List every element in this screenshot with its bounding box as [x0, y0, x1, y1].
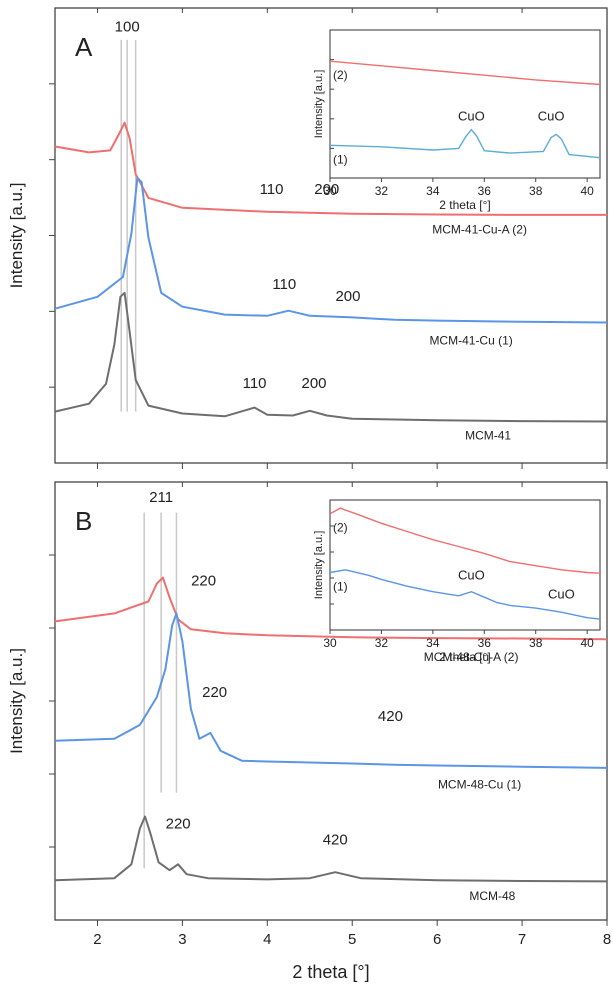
x-tick-label: 4	[263, 931, 271, 948]
inset-frame	[329, 499, 601, 631]
panel-letter: B	[75, 506, 92, 536]
x-axis-label: 2 theta [°]	[292, 962, 369, 982]
inset-x-tick-label: 38	[529, 184, 543, 198]
inset-x-tick-label: 36	[478, 636, 492, 650]
peak-label: 220	[191, 573, 216, 590]
peak-label: 110	[243, 375, 267, 392]
series-label: MCM-48	[469, 889, 515, 903]
peak-label: 110	[260, 181, 284, 198]
inset-x-axis-label: 2 theta [°]	[439, 198, 491, 212]
peak-label: 200	[335, 288, 360, 305]
peak-label: 200	[314, 181, 339, 198]
inset-peak-label: CuO	[538, 108, 565, 123]
inset-series-label: (2)	[333, 521, 348, 535]
x-tick-label: 6	[433, 931, 441, 948]
inset-x-tick-label: 32	[375, 636, 389, 650]
series-label: MCM-41-Cu-A (2)	[432, 223, 527, 237]
inset-x-tick-label: 34	[426, 184, 440, 198]
inset-series-label: (2)	[333, 68, 348, 82]
series-line	[54, 815, 608, 883]
inset-series-line	[329, 128, 601, 159]
inset-frame	[329, 29, 601, 179]
x-tick-label: 3	[178, 931, 186, 948]
inset-series-line	[329, 569, 601, 620]
inset-x-tick-label: 32	[375, 184, 389, 198]
inset-peak-label: CuO	[548, 587, 575, 602]
inset-series-label: (1)	[333, 580, 348, 594]
peak-label: 110	[272, 276, 296, 293]
series-line	[54, 177, 608, 324]
peak-label: 211	[149, 489, 173, 506]
series-line	[54, 612, 608, 769]
inset-peak-label: CuO	[458, 567, 485, 582]
inset-x-tick-label: 40	[580, 636, 594, 650]
inset-x-tick-label: 30	[323, 184, 337, 198]
x-tick-label: 2	[93, 931, 101, 948]
y-axis-label: Intensity [a.u.]	[7, 648, 26, 754]
panel-letter: A	[75, 32, 93, 62]
inset-x-axis-label: 2 theta [°]	[439, 650, 491, 664]
peak-label: 220	[166, 815, 191, 832]
peak-label: 200	[301, 375, 326, 392]
inset-series-label: (1)	[333, 152, 348, 166]
series-line	[54, 291, 608, 423]
inset-x-tick-label: 30	[323, 636, 337, 650]
inset-x-tick-label: 40	[580, 184, 594, 198]
inset-x-tick-label: 38	[529, 636, 543, 650]
inset-y-axis-label: Intensity [a.u.]	[313, 70, 325, 138]
peak-label: 220	[202, 684, 227, 701]
inset-series-line	[329, 507, 601, 574]
peak-label: 420	[378, 708, 403, 725]
inset-peak-label: CuO	[458, 108, 485, 123]
series-label: MCM-41	[465, 428, 511, 442]
inset-y-axis-label: Intensity [a.u.]	[313, 531, 325, 599]
inset-x-tick-label: 34	[426, 636, 440, 650]
peak-label: 420	[323, 831, 348, 848]
x-tick-label: 5	[348, 931, 356, 948]
series-label: MCM-48-Cu (1)	[438, 778, 521, 792]
x-tick-label: 8	[603, 931, 611, 948]
series-label: MCM-41-Cu (1)	[429, 333, 512, 347]
inset-series-line	[329, 60, 601, 86]
x-tick-label: 7	[518, 931, 526, 948]
series-line	[54, 576, 608, 641]
series-label: MCM-48-Cu-A (2)	[424, 650, 519, 664]
inset-x-tick-label: 36	[478, 184, 492, 198]
y-axis-label: Intensity [a.u.]	[7, 183, 26, 289]
peak-label: 100	[115, 19, 140, 36]
